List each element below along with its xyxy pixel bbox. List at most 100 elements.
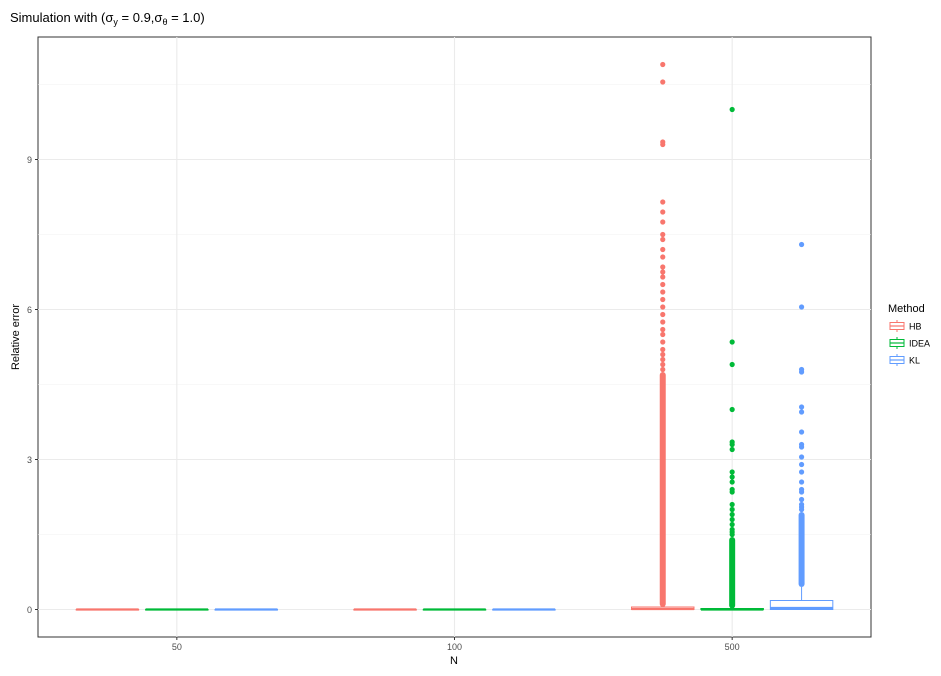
outlier-point — [798, 369, 805, 375]
outlier-point — [660, 331, 666, 338]
outlier-point — [660, 346, 666, 353]
outlier-point — [729, 521, 735, 528]
outlier-point — [729, 474, 735, 480]
outlier-point — [729, 339, 735, 345]
outlier-point — [798, 506, 805, 513]
outlier-point — [798, 444, 805, 450]
box-kl-100 — [492, 608, 556, 611]
y-axis-label: Relative error — [10, 304, 22, 370]
outlier-point — [660, 236, 666, 243]
outlier-point — [798, 429, 805, 435]
title-sigma-1: σ — [105, 10, 113, 25]
x-axis-ticks: 50 100 500 — [172, 637, 740, 652]
outlier-point — [660, 264, 666, 270]
outlier-point — [729, 441, 735, 448]
chart-title: Simulation with (σy = 0.9,σθ = 1.0) — [10, 10, 205, 27]
outlier-point — [660, 311, 666, 318]
box-body — [769, 600, 834, 610]
outlier-point — [660, 246, 666, 253]
outlier-point — [729, 516, 735, 523]
outlier-point — [660, 361, 666, 368]
outlier-point — [660, 269, 666, 275]
outlier-point — [729, 361, 735, 368]
outlier-point — [729, 506, 735, 513]
box-hb-100 — [353, 608, 417, 611]
outlier-point — [660, 366, 666, 373]
box-idea-500 — [700, 106, 764, 611]
legend-item-idea: IDEA — [889, 337, 930, 349]
outlier-point — [798, 404, 805, 410]
outlier-point — [729, 446, 735, 453]
outlier-point — [660, 304, 666, 310]
box-idea-100 — [422, 608, 487, 611]
outlier-point — [660, 296, 666, 303]
title-val-1: = 0.9, — [118, 10, 155, 25]
y-axis-ticks: 0 3 6 9 — [27, 155, 38, 615]
outlier-point — [729, 406, 735, 413]
outlier-band — [798, 512, 805, 587]
y-tick-label: 3 — [27, 455, 32, 465]
box-layer — [75, 61, 834, 611]
outlier-point — [660, 326, 666, 333]
title-prefix: Simulation with ( — [10, 10, 106, 25]
outlier-point — [660, 79, 666, 85]
outlier-point — [729, 106, 735, 113]
outlier-band — [729, 537, 736, 609]
outlier-point — [729, 469, 735, 475]
box-kl-50 — [214, 608, 278, 611]
outlier-point — [729, 511, 735, 518]
y-tick-label: 0 — [27, 605, 32, 615]
x-tick-label: 500 — [725, 642, 740, 652]
x-axis-label: N — [450, 655, 458, 667]
outlier-point — [660, 351, 666, 358]
title-sigma-2: σ — [154, 10, 162, 25]
legend-item-hb: HB — [889, 320, 922, 332]
legend-label: HB — [909, 322, 922, 332]
outlier-point — [660, 231, 666, 238]
outlier-point — [798, 241, 805, 248]
outlier-point — [660, 199, 666, 205]
y-tick-label: 6 — [27, 305, 32, 315]
outlier-point — [729, 531, 735, 538]
outlier-point — [660, 339, 666, 345]
outlier-point — [798, 409, 805, 415]
outlier-point — [660, 281, 666, 288]
outlier-point — [798, 496, 805, 503]
legend-label: IDEA — [909, 339, 930, 349]
outlier-point — [660, 254, 666, 260]
title-sub-1: y — [113, 17, 118, 27]
outlier-point — [660, 274, 666, 280]
y-tick-label: 9 — [27, 155, 32, 165]
outlier-point — [798, 489, 805, 495]
outlier-point — [798, 304, 805, 310]
outlier-point — [660, 61, 666, 68]
legend-title: Method — [888, 303, 925, 315]
outlier-point — [729, 489, 735, 495]
outlier-point — [798, 479, 805, 485]
outlier-point — [729, 501, 735, 508]
legend-entries: HB IDEA KL — [889, 320, 930, 366]
legend: Method HB IDEA KL — [888, 303, 930, 366]
box-hb-50 — [75, 608, 140, 611]
outlier-point — [660, 356, 666, 363]
box-hb-500 — [631, 61, 695, 611]
box-idea-50 — [145, 608, 209, 611]
outlier-point — [660, 209, 666, 215]
title-val-2: = 1.0) — [167, 10, 204, 25]
legend-item-kl: KL — [889, 354, 920, 366]
outlier-point — [660, 289, 666, 295]
outlier-point — [660, 319, 666, 325]
outlier-point — [798, 454, 805, 460]
x-tick-label: 100 — [447, 642, 462, 652]
box-kl-500 — [769, 241, 834, 610]
legend-label: KL — [909, 356, 920, 366]
title-sub-2: θ — [162, 17, 167, 27]
outlier-point — [729, 479, 735, 485]
outlier-point — [660, 219, 666, 225]
x-tick-label: 50 — [172, 642, 182, 652]
outlier-point — [798, 469, 805, 475]
outlier-band — [659, 372, 666, 607]
outlier-point — [798, 461, 805, 468]
outlier-point — [660, 141, 666, 148]
